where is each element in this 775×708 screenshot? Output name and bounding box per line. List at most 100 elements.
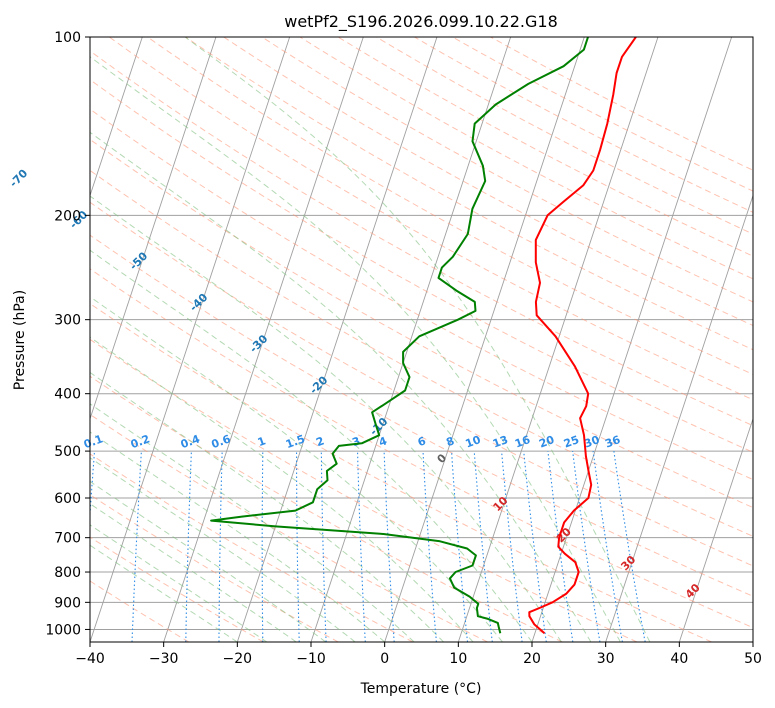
moist-adiabat-line [90, 296, 503, 642]
mixing-ratio-line [450, 451, 469, 642]
x-tick-label: −10 [296, 651, 326, 667]
y-tick-label: 700 [54, 531, 81, 547]
mixing-ratio-line [131, 451, 142, 642]
dry-adiabat-line [90, 108, 753, 481]
x-tick-label: −30 [149, 651, 179, 667]
mixing-ratio-label: 2 [314, 434, 326, 449]
moist-adiabat-line [90, 431, 386, 642]
y-tick-label: 400 [54, 387, 81, 403]
x-tick-label: 10 [449, 651, 467, 667]
moist-adiabat-line [90, 503, 297, 642]
dry-adiabat-line [376, 37, 753, 235]
dry-adiabat-line [90, 302, 712, 642]
mixing-ratio-label: 0.1 [82, 432, 105, 451]
dry-adiabat-line [223, 37, 753, 327]
moist-adiabat-line [90, 249, 533, 642]
mixing-ratio-label: 10 [464, 433, 483, 451]
isotherm-line [163, 37, 364, 642]
mixing-ratio-line [572, 451, 601, 642]
x-tick-label: 0 [380, 651, 389, 667]
mixing-ratio-label: 4 [377, 434, 389, 449]
dry-adiabat-label: -30 [247, 332, 270, 355]
dry-adiabat-line [452, 37, 753, 192]
x-tick-label: −20 [223, 651, 253, 667]
dewpoint-line [210, 37, 589, 634]
dry-adiabat-line [109, 37, 753, 401]
y-tick-label: 100 [54, 30, 81, 46]
mixing-ratio-label: 36 [603, 433, 622, 451]
moist-adiabat-line [90, 480, 326, 642]
dry-adiabat-line [90, 338, 638, 642]
y-tick-label: 500 [54, 444, 81, 460]
dry-adiabat-line [185, 37, 753, 351]
x-tick-label: 40 [670, 651, 688, 667]
mixing-ratio-label: 1 [256, 434, 268, 449]
moist-adiabat-line [90, 524, 268, 642]
mixing-ratio-label: 1.5 [284, 432, 307, 451]
dry-adiabat-line [90, 234, 753, 597]
dry-adiabat-line [90, 50, 753, 427]
background-lines [0, 37, 753, 642]
moist-adiabat-line [90, 131, 592, 642]
temperature-line [528, 37, 637, 635]
mixing-ratio-line [547, 451, 574, 642]
dry-adiabat-label: -50 [127, 249, 150, 272]
y-tick-label: 200 [54, 208, 81, 224]
moist-adiabat-line [90, 336, 474, 642]
dry-adiabat-line [90, 169, 753, 537]
x-axis-title: Temperature (°C) [360, 681, 482, 697]
x-tick-label: −40 [75, 651, 105, 667]
dry-adiabat-line [90, 453, 414, 642]
moist-adiabat-line [90, 56, 621, 642]
y-axis-title: Pressure (hPa) [12, 290, 28, 390]
mixing-ratio-label: 0.4 [179, 432, 202, 451]
axes: −40 −30 −20 −10 0 10 20 30 40 5010020030040050060… [45, 30, 762, 667]
mixing-ratio-line [592, 451, 623, 642]
mixing-ratio-label: 20 [537, 433, 556, 451]
mixing-ratio-line [422, 451, 437, 642]
mixing-ratio-line [185, 451, 192, 642]
y-tick-label: 900 [54, 595, 81, 611]
moist-adiabat-line [90, 457, 356, 642]
isotherm-label: 30 [618, 553, 638, 573]
mixing-ratio-label: 25 [562, 433, 581, 450]
dry-adiabat-line [90, 268, 753, 629]
dry-adiabat-line [90, 494, 339, 642]
dry-adiabat-line [90, 413, 488, 642]
y-tick-label: 600 [54, 491, 81, 507]
isotherm-line [310, 37, 512, 642]
dry-adiabat-line [147, 37, 753, 375]
plot-frame [89, 36, 754, 643]
y-tick-label: 1000 [45, 622, 81, 638]
isotherm-line [90, 37, 217, 421]
mixing-ratio-label: 16 [513, 433, 532, 451]
isotherm-line [752, 640, 753, 642]
dry-adiabat-label: -40 [187, 291, 210, 314]
isotherm-line [90, 37, 291, 642]
mixing-ratio-label: 30 [583, 433, 602, 451]
moist-adiabat-line [184, 37, 651, 642]
mixing-ratio-label: 3 [351, 434, 363, 449]
dry-adiabat-line [90, 375, 563, 642]
mixing-ratio-label: 13 [491, 433, 510, 450]
y-tick-label: 800 [54, 565, 81, 581]
mixing-ratio-label: 0.2 [129, 432, 152, 451]
mixing-ratio-label: 8 [445, 434, 457, 449]
isotherm-line [0, 37, 69, 642]
dry-adiabat-label: -70 [7, 167, 30, 190]
profile-lines [210, 37, 637, 635]
mixing-ratio-line [523, 451, 547, 642]
isotherm-line [531, 37, 733, 642]
x-tick-label: 20 [523, 651, 541, 667]
line-labels: 0.10.20.40.611.52346810131620253036-100-… [7, 167, 703, 602]
chart-title: wetPf2_S196.2026.099.10.22.G18 [284, 12, 558, 32]
isotherm-line [384, 37, 585, 642]
mixing-ratio-line [473, 451, 493, 642]
isotherm-line [236, 37, 438, 642]
dry-adiabat-line [90, 580, 190, 642]
isotherm-line [678, 417, 753, 642]
mixing-ratio-label: 0.6 [210, 432, 233, 451]
isotherm-label: 40 [683, 581, 703, 601]
dry-adiabat-line [90, 536, 264, 642]
